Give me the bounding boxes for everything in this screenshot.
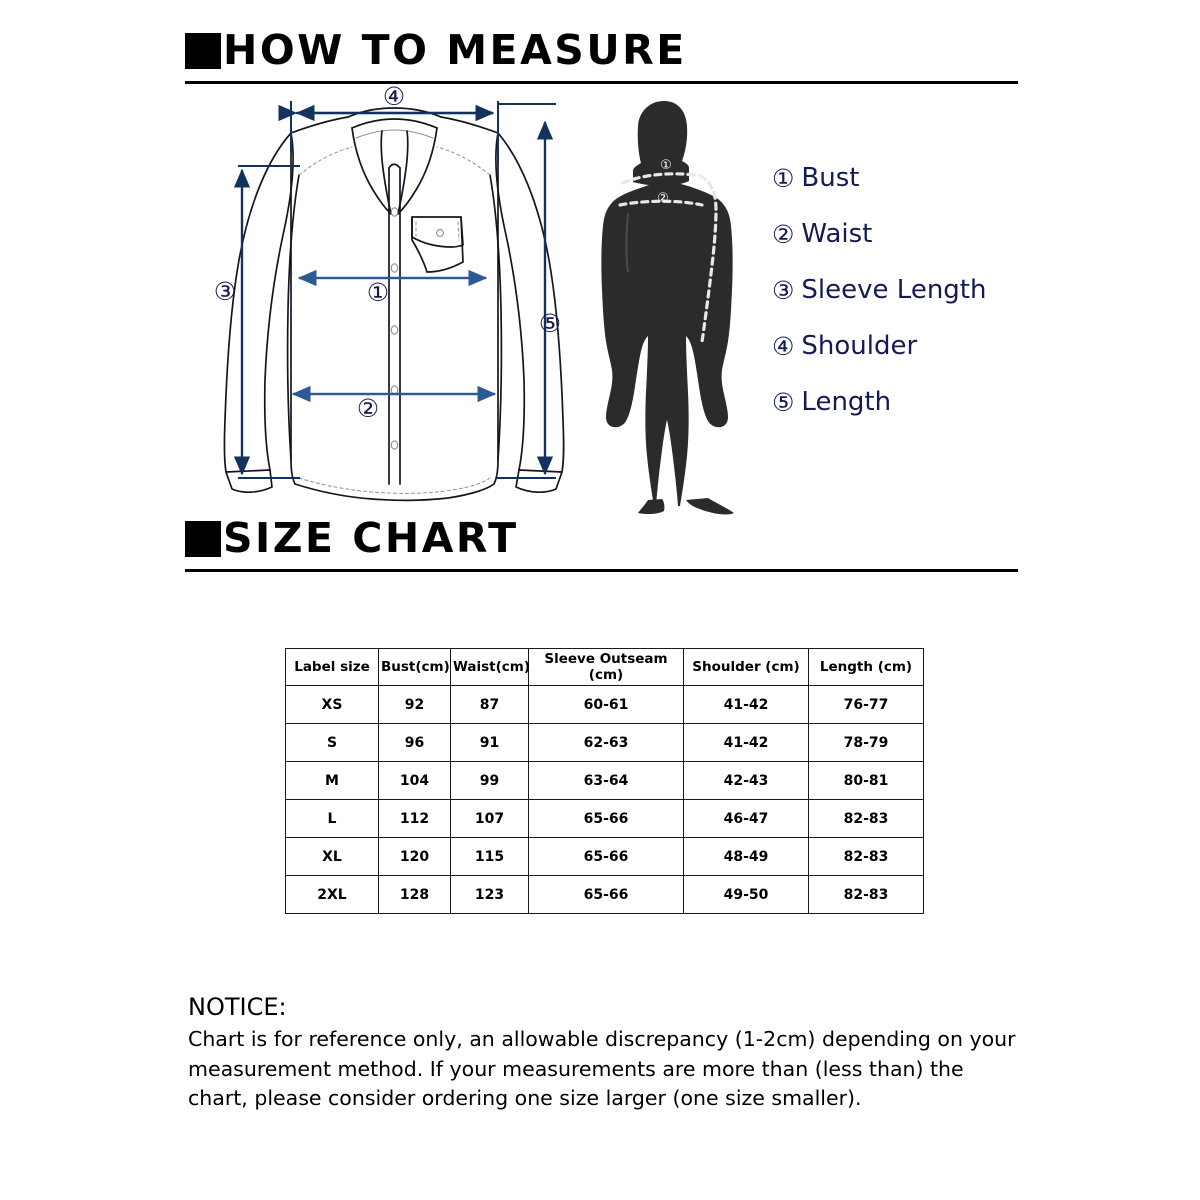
legend-label-sleeve-length: Sleeve Length [801,275,987,305]
cell-shoulder: 49-50 [683,875,809,914]
sleeve-length-dimension-arrow [233,165,300,479]
cell-label-size: 2XL [285,875,379,914]
legend-item-bust: ① Bust [772,150,1022,206]
legend-label-waist: Waist [801,219,873,249]
column-header-shoulder: Shoulder (cm) [683,648,809,686]
cell-shoulder: 48-49 [683,837,809,876]
cell-waist: 99 [450,761,529,800]
heading-row: SIZE CHART [185,518,1018,559]
cell-shoulder: 41-42 [683,723,809,762]
shirt-marker-labels: ④ ③ ① ② ⑤ [214,82,561,423]
cell-bust: 120 [378,837,451,876]
silhouette-marker-labels: ① ② ④ [657,158,705,206]
cell-waist: 123 [450,875,529,914]
legend-number-4: ④ [772,331,795,361]
column-header-waist: Waist(cm) [450,648,530,686]
shoulder-dashed-line [698,174,718,344]
body-marker-4: ④ [693,175,705,190]
body-marker-1: ① [660,158,672,173]
cell-sleeve: 62-63 [528,723,684,762]
cell-waist: 115 [450,837,529,876]
cell-bust: 112 [378,799,451,838]
legend-item-waist: ② Waist [772,206,1022,262]
body-silhouette [601,101,734,515]
column-header-sleeve: Sleeve Outseam (cm) [528,648,684,686]
cell-label-size: XS [285,685,379,724]
legend-item-length: ⑤ Length [772,374,1022,430]
how-to-measure-heading: HOW TO MEASURE [185,30,1018,84]
table-row: L 112 107 65-66 46-47 82-83 [285,799,924,838]
heading-row: HOW TO MEASURE [185,30,1018,71]
cell-sleeve: 65-66 [528,799,684,838]
cell-label-size: L [285,799,379,838]
shirt-marker-3: ③ [214,277,236,306]
cell-sleeve: 65-66 [528,837,684,876]
cell-sleeve: 65-66 [528,875,684,914]
heading-divider [185,569,1018,572]
cell-bust: 96 [378,723,451,762]
size-chart-table: Label size Bust(cm) Waist(cm) Sleeve Out… [285,648,924,914]
table-row: M 104 99 63-64 42-43 80-81 [285,761,924,800]
column-header-bust: Bust(cm) [378,648,451,686]
shirt-marker-4: ④ [383,82,405,111]
cell-shoulder: 46-47 [683,799,809,838]
shirt-illustration [223,107,565,502]
length-dimension-arrow [497,103,556,479]
notice-block: NOTICE: Chart is for reference only, an … [188,992,1028,1114]
cell-shoulder: 42-43 [683,761,809,800]
column-header-label-size: Label size [285,648,379,686]
measurement-legend: ① Bust ② Waist ③ Sleeve Length ④ Shoulde… [772,150,1022,430]
cell-bust: 128 [378,875,451,914]
waist-dashed-line [618,199,704,207]
cell-bust: 92 [378,685,451,724]
legend-number-3: ③ [772,275,795,305]
black-square-icon [185,520,221,557]
shirt-marker-2: ② [357,394,379,423]
cell-label-size: S [285,723,379,762]
table-row: S 96 91 62-63 41-42 78-79 [285,723,924,762]
cell-waist: 91 [450,723,529,762]
black-square-icon [185,32,221,69]
shirt-marker-5: ⑤ [539,309,561,338]
cell-sleeve: 63-64 [528,761,684,800]
size-chart-title: SIZE CHART [223,514,519,562]
cell-sleeve: 60-61 [528,685,684,724]
legend-item-shoulder: ④ Shoulder [772,318,1022,374]
heading-divider [185,81,1018,84]
table-row: XS 92 87 60-61 41-42 76-77 [285,685,924,724]
cell-waist: 107 [450,799,529,838]
legend-number-5: ⑤ [772,387,795,417]
dimension-lines [233,101,556,479]
cell-bust: 104 [378,761,451,800]
cell-length: 76-77 [808,685,924,724]
notice-body: Chart is for reference only, an allowabl… [188,1027,1016,1111]
silhouette-measure-paths [618,172,718,344]
shirt-marker-1: ① [367,278,389,307]
body-marker-2: ② [657,191,669,206]
cell-length: 82-83 [808,837,924,876]
shoulder-dimension-arrow [278,101,499,162]
notice-title: NOTICE: [188,993,287,1021]
size-chart-heading: SIZE CHART [185,518,1018,572]
legend-number-1: ① [772,163,795,193]
cell-label-size: M [285,761,379,800]
how-to-measure-title: HOW TO MEASURE [223,26,687,74]
cell-length: 80-81 [808,761,924,800]
table-header-row: Label size Bust(cm) Waist(cm) Sleeve Out… [285,648,924,686]
column-header-length: Length (cm) [808,648,924,686]
cell-length: 78-79 [808,723,924,762]
cell-length: 82-83 [808,799,924,838]
legend-item-sleeve-length: ③ Sleeve Length [772,262,1022,318]
legend-label-length: Length [801,387,892,417]
cell-label-size: XL [285,837,379,876]
cell-waist: 87 [450,685,529,724]
cell-length: 82-83 [808,875,924,914]
legend-label-bust: Bust [801,163,860,193]
legend-number-2: ② [772,219,795,249]
cell-shoulder: 41-42 [683,685,809,724]
table-row: 2XL 128 123 65-66 49-50 82-83 [285,875,924,914]
table-row: XL 120 115 65-66 48-49 82-83 [285,837,924,876]
legend-label-shoulder: Shoulder [801,331,918,361]
bust-dashed-line [621,172,702,185]
